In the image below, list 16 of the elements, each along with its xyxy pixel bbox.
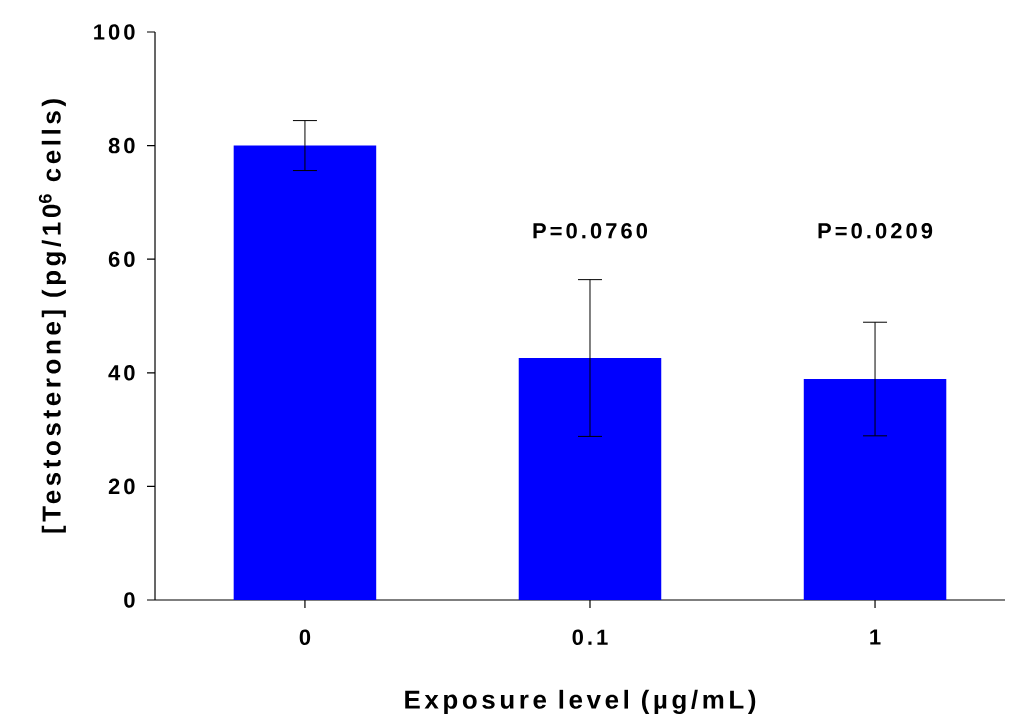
y-tick-label: 0 [124, 592, 135, 608]
bar [518, 358, 662, 600]
annotation: P=0.0760 [533, 223, 648, 239]
x-tick-label: 0 [299, 629, 311, 646]
y-axis-title: [Testosterone] (pg/10$^{6}$ cells) [38, 99, 66, 533]
bar [803, 379, 947, 600]
y-tick-label: 80 [108, 137, 135, 154]
x-tick-label: 1 [870, 629, 881, 645]
y-tick-label: 20 [108, 478, 135, 495]
y-tick-label: 60 [108, 251, 135, 267]
y-tick-label: 40 [108, 365, 135, 381]
annotation: P=0.0209 [818, 223, 933, 239]
x-axis-title: Exposure level (µg/mL) [405, 689, 756, 715]
x-tick-label: 0.1 [572, 629, 608, 646]
y-tick-label: 100 [94, 24, 135, 40]
bar [233, 145, 377, 600]
